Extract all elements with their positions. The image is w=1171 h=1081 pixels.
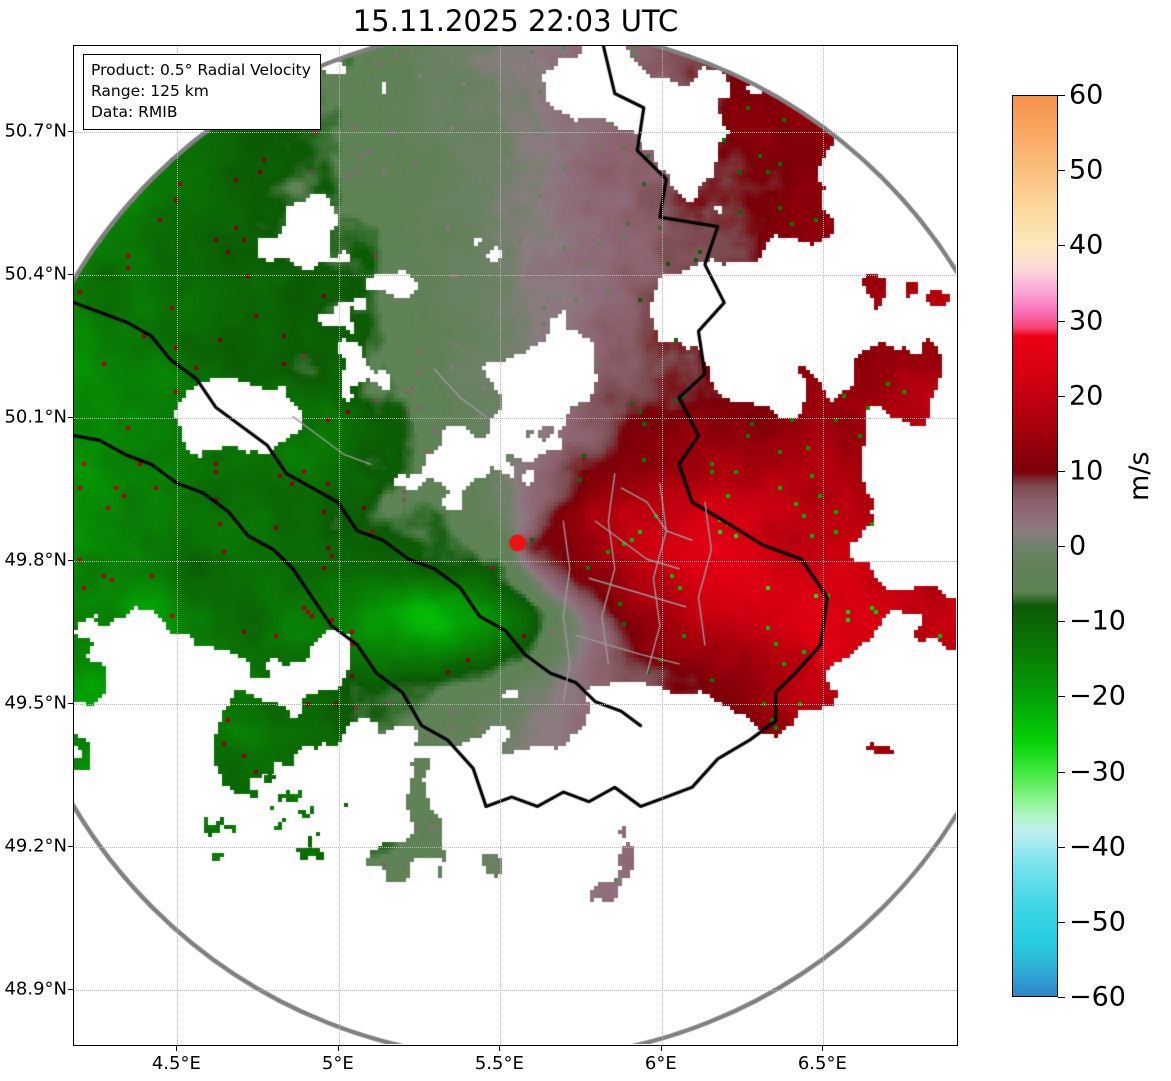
colorbar-tick <box>1058 245 1065 247</box>
colorbar-tick <box>1058 696 1065 698</box>
y-axis-tick <box>68 845 73 847</box>
gridline-vertical <box>823 46 825 1045</box>
gridline-horizontal <box>74 560 957 562</box>
y-axis-tick <box>68 702 73 704</box>
y-axis-label: 50.4°N <box>4 263 67 285</box>
x-axis-label: 5°E <box>321 1053 354 1074</box>
colorbar-tick-label: 10 <box>1069 455 1104 487</box>
info-product: Product: 0.5° Radial Velocity <box>91 61 311 79</box>
colorbar-unit-label: m/s <box>1124 451 1155 501</box>
y-axis-label: 49.8°N <box>4 549 67 571</box>
info-range: Range: 125 km <box>91 81 209 100</box>
colorbar-tick-label: −20 <box>1069 680 1126 712</box>
colorbar-tick-label: −30 <box>1069 756 1126 787</box>
colorbar-tick-label: 60 <box>1069 79 1104 111</box>
radar-velocity-field <box>74 46 956 1044</box>
colorbar-tick <box>1058 95 1065 96</box>
page-title: 15.11.2025 22:03 UTC <box>352 4 679 38</box>
colorbar-gradient <box>1013 96 1057 996</box>
radar-plot-area[interactable] <box>73 45 958 1046</box>
colorbar-tick-label: 20 <box>1069 380 1104 412</box>
x-axis-label: 6°E <box>644 1053 677 1074</box>
y-axis-tick <box>68 416 73 418</box>
gridline-horizontal <box>74 417 957 419</box>
gridline-horizontal <box>74 131 957 133</box>
radar-canvas-wrap <box>74 46 957 1045</box>
y-axis-label: 50.1°N <box>4 406 67 428</box>
x-axis-label: 5.5°E <box>474 1053 524 1074</box>
colorbar-tick <box>1058 320 1065 322</box>
colorbar-tick-label: 30 <box>1069 305 1104 336</box>
colorbar-tick <box>1058 997 1065 998</box>
colorbar-tick <box>1058 921 1065 923</box>
velocity-colorbar[interactable] <box>1012 95 1058 997</box>
gridline-horizontal <box>74 703 957 705</box>
y-axis-tick <box>68 559 73 561</box>
gridline-horizontal <box>74 274 957 276</box>
y-axis-label: 50.7°N <box>4 120 67 142</box>
colorbar-tick-label: −60 <box>1069 981 1126 1013</box>
x-axis-tick <box>822 1046 824 1051</box>
gridline-vertical <box>661 46 663 1045</box>
product-info-box: Product: 0.5° Radial Velocity Range: 125… <box>83 54 321 130</box>
y-axis-tick <box>68 130 73 132</box>
x-axis-tick <box>660 1046 662 1051</box>
colorbar-tick <box>1058 395 1065 397</box>
gridline-horizontal <box>74 989 957 991</box>
info-data-source: Data: RMIB <box>91 102 178 121</box>
x-axis-label: 6.5°E <box>797 1053 847 1074</box>
colorbar-tick-label: −10 <box>1069 605 1126 637</box>
colorbar-tick-label: 0 <box>1069 530 1087 562</box>
gridline-vertical <box>338 46 340 1045</box>
gridline-vertical <box>177 46 179 1045</box>
x-axis-tick <box>499 1046 501 1051</box>
colorbar-tick-label: 40 <box>1069 229 1104 261</box>
colorbar-tick <box>1058 846 1065 848</box>
colorbar-tick <box>1058 771 1065 773</box>
colorbar-tick-label: 50 <box>1069 154 1104 186</box>
colorbar-tick-label: −40 <box>1069 831 1126 863</box>
colorbar-tick <box>1058 621 1065 623</box>
y-axis-tick <box>68 988 73 990</box>
y-axis-label: 48.9°N <box>4 978 67 1000</box>
x-axis-tick <box>337 1046 339 1051</box>
x-axis-label: 4.5°E <box>151 1053 201 1074</box>
colorbar-tick-label: −50 <box>1069 906 1126 938</box>
colorbar-tick <box>1058 546 1065 547</box>
gridline-horizontal <box>74 846 957 848</box>
y-axis-tick <box>68 273 73 275</box>
y-axis-label: 49.2°N <box>4 835 67 857</box>
colorbar-tick <box>1058 470 1065 472</box>
gridline-vertical <box>500 46 502 1045</box>
x-axis-tick <box>176 1046 178 1051</box>
colorbar-tick <box>1058 170 1065 172</box>
y-axis-label: 49.5°N <box>4 692 67 714</box>
